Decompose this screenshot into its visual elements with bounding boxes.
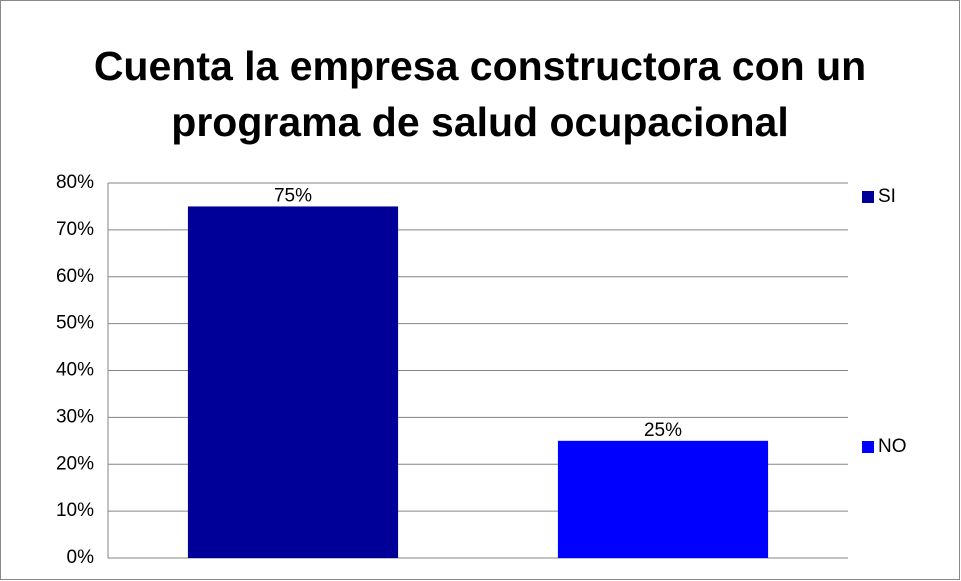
y-tick-label: 30%	[56, 406, 94, 427]
data-label: 75%	[274, 185, 312, 206]
y-tick-label: 60%	[56, 266, 94, 287]
y-tick-label: 40%	[56, 360, 94, 381]
legend-swatch	[862, 441, 874, 453]
chart-title: Cuenta la empresa constructora con un pr…	[93, 43, 867, 145]
data-label: 25%	[644, 420, 682, 441]
legend-label: SI	[878, 186, 896, 207]
y-tick-label: 0%	[67, 547, 95, 568]
legend-swatch	[862, 191, 874, 203]
y-tick-label: 10%	[56, 500, 94, 521]
y-tick-label: 80%	[56, 172, 94, 193]
bar	[187, 206, 399, 558]
bar	[557, 440, 769, 558]
y-tick-label: 20%	[56, 453, 94, 474]
y-tick-label: 70%	[56, 219, 94, 240]
y-tick-label: 50%	[56, 313, 94, 334]
legend-label: NO	[878, 436, 907, 457]
